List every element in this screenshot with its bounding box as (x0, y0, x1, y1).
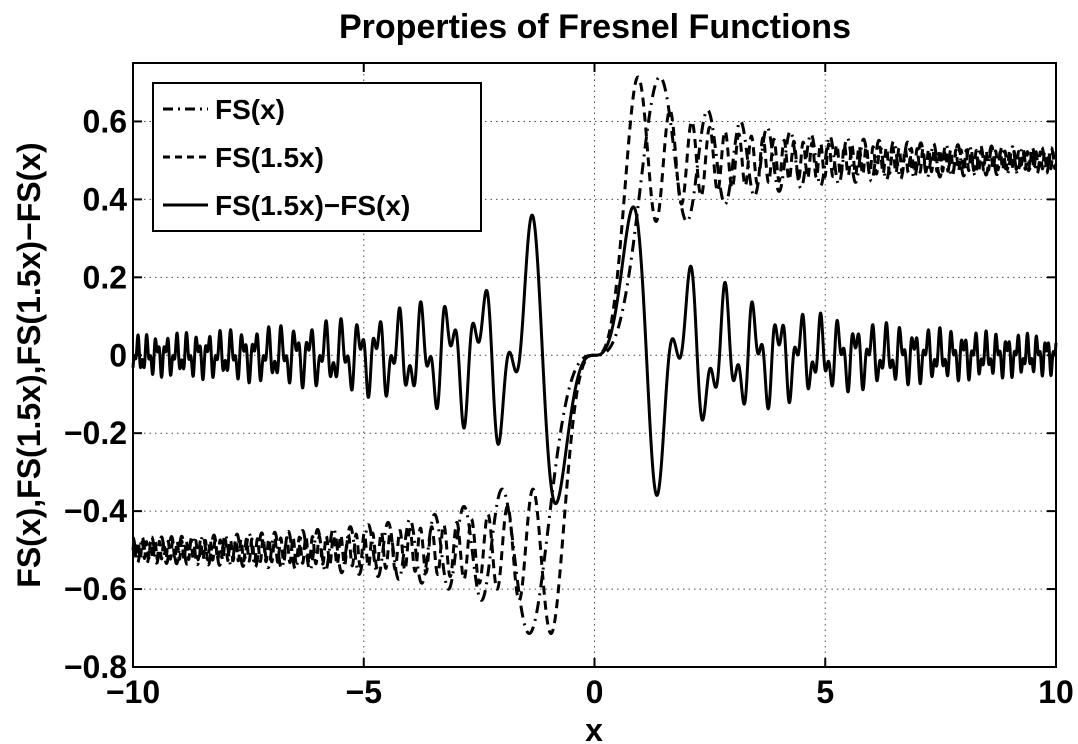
y-tick-label: −0.2 (64, 415, 127, 451)
legend: FS(x) FS(1.5x) FS(1.5x)−FS(x) (152, 82, 482, 232)
legend-label-fs-1-5x: FS(1.5x) (215, 142, 324, 173)
y-tick-label: −0.4 (64, 493, 127, 529)
x-tick-label: −5 (346, 674, 382, 710)
legend-label-difference: FS(1.5x)−FS(x) (215, 190, 410, 221)
x-tick-label: 0 (586, 674, 604, 710)
y-axis-label: FS(x),FS(1.5x),FS(1.5x)−FS(x) (11, 142, 47, 587)
y-tick-label: 0.2 (83, 259, 127, 295)
legend-label-fs-x: FS(x) (215, 94, 285, 125)
y-tick-label: −0.8 (64, 649, 127, 685)
y-tick-label: 0.4 (83, 181, 128, 217)
x-axis-label: x (585, 712, 603, 744)
x-tick-label: 5 (816, 674, 834, 710)
y-tick-label: 0.6 (83, 103, 127, 139)
x-tick-label: 10 (1038, 674, 1074, 710)
series-line-2 (131, 205, 1058, 506)
chart-title: Properties of Fresnel Functions (339, 8, 851, 46)
plot-series (131, 75, 1058, 635)
y-tick-label: 0 (109, 337, 127, 373)
y-tick-label: −0.6 (64, 571, 127, 607)
series-line-0 (131, 75, 1058, 635)
axis-ticks: −10 −5 0 5 10 −0.8 −0.6 −0.4 −0.2 0 0.2 0.4 0.6 (64, 63, 1074, 710)
x-tick-label: −10 (106, 674, 160, 710)
